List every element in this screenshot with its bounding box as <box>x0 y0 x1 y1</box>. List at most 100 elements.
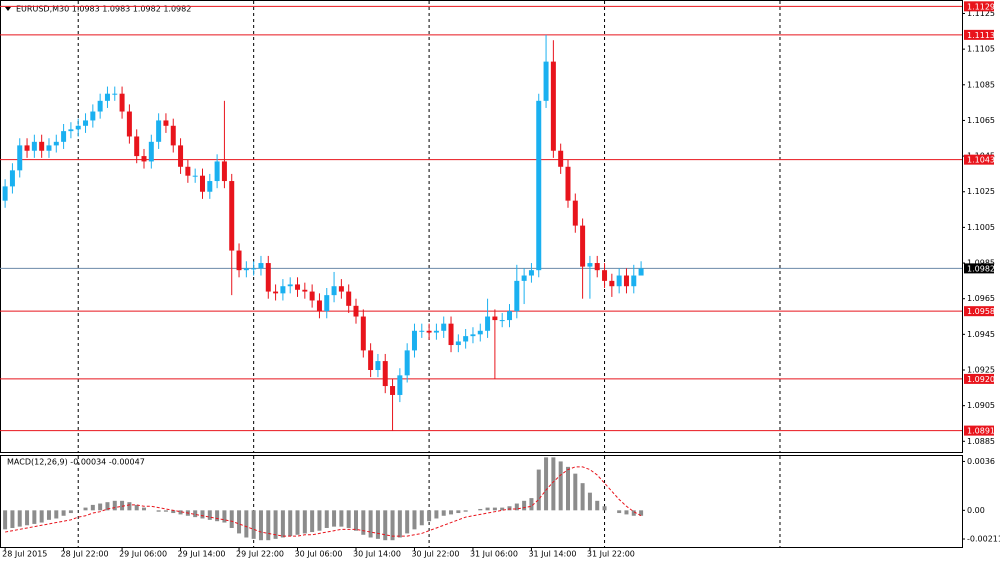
macd-bar <box>324 510 329 528</box>
candle-body <box>258 263 264 269</box>
y-tick-label: 1.1125 <box>967 9 995 18</box>
candle-body <box>141 156 147 162</box>
macd-bar <box>397 510 402 538</box>
main-panel <box>0 0 963 453</box>
macd-bar <box>587 492 592 511</box>
candle-body <box>631 275 637 287</box>
macd-bar <box>514 503 519 511</box>
macd-bar <box>3 510 8 530</box>
candle-body <box>331 286 337 296</box>
candle-body <box>638 268 644 276</box>
macd-bar <box>171 510 176 514</box>
candle-body <box>433 330 439 333</box>
macd-bar <box>383 510 388 541</box>
candle-body <box>46 145 52 151</box>
candle-body <box>587 263 593 267</box>
macd-bar <box>441 510 446 516</box>
candle-body <box>463 336 469 342</box>
candle-body <box>207 181 213 192</box>
y-tick-label: 1.1065 <box>967 116 995 125</box>
x-tick-label: 31 Jul 14:00 <box>528 550 576 559</box>
menu-arrow[interactable] <box>5 7 11 11</box>
candle-body <box>214 161 220 182</box>
macd-bar <box>112 500 117 511</box>
candle-body <box>580 225 586 267</box>
macd-bar <box>163 510 168 512</box>
macd-bar <box>266 510 271 541</box>
candle-body <box>346 291 352 306</box>
macd-bar <box>456 510 461 514</box>
macd-bar <box>500 507 505 511</box>
candle-body <box>156 120 162 142</box>
candle-body <box>192 175 198 177</box>
macd-bar <box>288 510 293 537</box>
macd-bar <box>544 457 549 511</box>
candle-body <box>411 330 417 351</box>
candle-body <box>382 361 388 387</box>
x-tick-label: 31 Jul 22:00 <box>587 550 635 559</box>
macd-bar <box>120 500 125 511</box>
candle-body <box>521 275 527 281</box>
macd-bar <box>90 504 95 511</box>
macd-bar <box>17 510 22 527</box>
candle-body <box>623 275 629 287</box>
macd-bar <box>485 507 490 511</box>
candle-body <box>390 386 396 395</box>
y-tick-label: 0.00 <box>967 506 985 515</box>
macd-bar <box>251 510 256 539</box>
macd-bar <box>46 510 51 520</box>
macd-bar <box>522 500 527 511</box>
candle-body <box>360 316 366 351</box>
candle-body <box>324 295 330 312</box>
level-label: 1.0958 <box>967 307 995 316</box>
macd-bar <box>207 510 212 520</box>
macd-bar <box>390 510 395 541</box>
macd-bar <box>551 457 556 511</box>
macd-bar <box>10 510 15 528</box>
macd-bar <box>142 507 147 511</box>
candle-body <box>499 320 505 322</box>
candle-body <box>163 120 169 126</box>
level-label-box <box>964 29 994 40</box>
macd-bar <box>639 510 644 516</box>
candle-body <box>90 111 96 121</box>
macd-bar <box>134 504 139 511</box>
candle-body <box>448 323 454 346</box>
x-tick-label: 28 Jul 2015 <box>2 550 47 559</box>
candle-body <box>353 305 359 317</box>
macd-bar <box>332 510 337 527</box>
candle-body <box>572 200 578 226</box>
y-tick-label: 1.0945 <box>967 330 995 339</box>
macd-bar <box>273 510 278 539</box>
candle-body <box>112 93 118 95</box>
macd-bar <box>602 506 607 511</box>
level-label-box <box>964 306 994 317</box>
candle-body <box>148 141 154 162</box>
x-tick-label: 29 Jul 06:00 <box>119 550 167 559</box>
macd-bar <box>105 502 110 511</box>
candle-body <box>273 291 279 294</box>
candle-body <box>39 141 45 151</box>
level-label: 1.1129 <box>967 2 995 11</box>
chart-title: EURUSD,M30 1.0983 1.0983 1.0982 1.0982 <box>16 5 191 14</box>
y-tick-label: -0.00211 <box>967 534 1000 543</box>
candle-body <box>75 125 81 130</box>
macd-bar <box>536 469 541 511</box>
candle-body <box>61 131 67 142</box>
candle-body <box>543 61 549 101</box>
level-label-box <box>964 1 994 12</box>
candle-body <box>9 170 15 187</box>
level-label-box <box>964 425 994 436</box>
level-label-box <box>964 154 994 165</box>
x-tick-label: 31 Jul 06:00 <box>470 550 518 559</box>
x-tick-label: 29 Jul 14:00 <box>178 550 226 559</box>
y-tick-label: 1.1025 <box>967 187 995 196</box>
candle-body <box>53 141 59 146</box>
macd-bar <box>222 510 227 523</box>
candle-body <box>221 161 227 182</box>
x-tick-label: 30 Jul 14:00 <box>353 550 401 559</box>
candle-body <box>507 311 513 321</box>
signal-line <box>5 466 642 537</box>
macd-bar <box>244 510 249 538</box>
